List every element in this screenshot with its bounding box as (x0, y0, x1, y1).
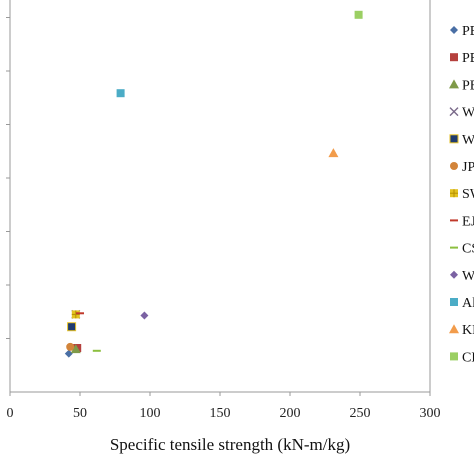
legend-marker (450, 162, 458, 170)
legend-marker (449, 134, 459, 144)
x-axis-title: Specific tensile strength (kN-m/kg) (110, 435, 350, 454)
legend: PEPEPEWWJPSWEJCSWAlKECE (449, 24, 474, 365)
x-tick-label: 50 (73, 406, 87, 421)
legend-label: Al (462, 296, 474, 311)
y-axis-ticks (6, 17, 10, 339)
x-tick-label: 100 (140, 406, 161, 421)
legend-label: KE (462, 323, 474, 338)
legend-marker (449, 107, 459, 117)
legend-marker (450, 270, 458, 279)
data-point (64, 349, 73, 358)
x-axis-tick-labels: 0 50 100 150 200 250 300 (7, 406, 441, 421)
x-axis-ticks (9, 392, 431, 396)
legend-label: PE (462, 78, 474, 93)
x-tick-label: 250 (350, 406, 371, 421)
data-point (67, 322, 77, 332)
data-point (71, 310, 80, 319)
x-tick-label: 150 (210, 406, 231, 421)
legend-label: W (462, 106, 474, 121)
legend-marker (450, 352, 458, 361)
data-point (116, 89, 125, 98)
data-point (66, 342, 75, 351)
legend-label: W (462, 133, 474, 148)
legend-marker (450, 189, 458, 198)
legend-marker (450, 53, 458, 62)
legend-label: W (462, 269, 474, 284)
data-point (328, 148, 339, 158)
data-point (140, 311, 149, 320)
data-point (354, 10, 363, 19)
legend-marker (449, 79, 459, 89)
x-tick-label: 300 (420, 406, 441, 421)
x-tick-label: 200 (280, 406, 301, 421)
legend-label: PE (462, 24, 474, 39)
data-points (64, 10, 363, 358)
legend-label: SW (462, 187, 474, 202)
data-point (70, 344, 81, 354)
legend-marker (450, 298, 458, 306)
legend-label: EJ (462, 214, 474, 229)
legend-label: PE (462, 51, 474, 66)
x-tick-label: 0 (7, 406, 14, 421)
legend-label: CS (462, 242, 474, 257)
legend-label: CE (462, 350, 474, 365)
legend-marker (450, 26, 458, 34)
legend-marker (449, 324, 459, 334)
legend-label: JP (462, 160, 474, 175)
